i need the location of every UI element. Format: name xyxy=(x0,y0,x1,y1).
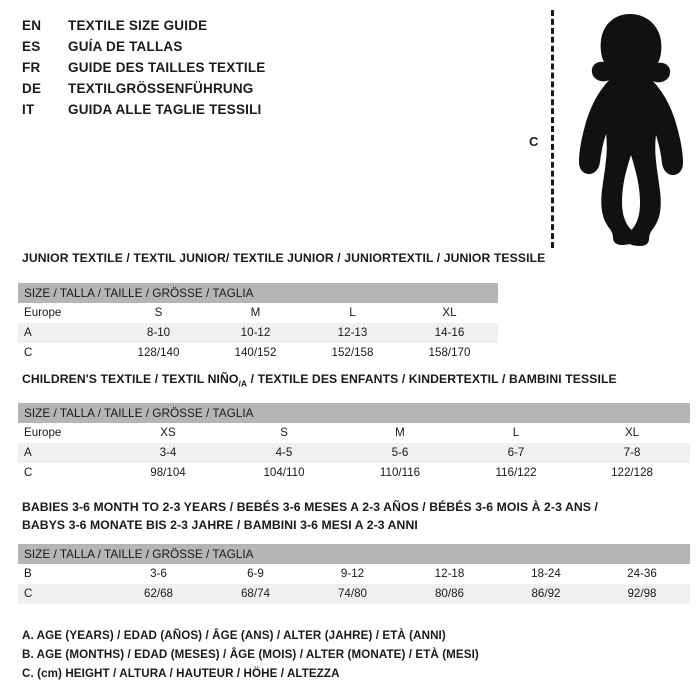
babies-row-b-label: B xyxy=(18,564,110,584)
children-a-m: 5-6 xyxy=(342,443,458,463)
junior-europe-s: S xyxy=(110,303,207,323)
junior-row-europe: Europe S M L XL xyxy=(18,303,499,323)
children-row-c-label: C xyxy=(18,463,110,483)
junior-row-europe-label: Europe xyxy=(18,303,110,323)
toddler-silhouette xyxy=(579,14,683,246)
language-code-de: DE xyxy=(22,81,42,96)
language-title-es: GUÍA DE TALLAS xyxy=(68,39,183,54)
height-measurement-figure: C xyxy=(505,6,700,251)
language-title-it: GUIDA ALLE TAGLIE TESSILI xyxy=(68,102,262,117)
babies-c-6-9: 68/74 xyxy=(207,584,304,604)
language-code-en: EN xyxy=(22,18,42,33)
children-c-m: 110/116 xyxy=(342,463,458,483)
babies-b-3-6: 3-6 xyxy=(110,564,207,584)
babies-section-title-line1: BABIES 3-6 MONTH TO 2-3 YEARS / BEBÉS 3-… xyxy=(22,500,598,514)
children-row-c: C 98/104 104/110 110/116 116/122 122/128 xyxy=(18,463,691,483)
children-band-header-row: SIZE / TALLA / TAILLE / GRÖSSE / TAGLIA xyxy=(18,403,691,423)
junior-c-s: 128/140 xyxy=(110,343,207,363)
legend-line-b: B. AGE (MONTHS) / EDAD (MESES) / ÂGE (MO… xyxy=(22,648,479,661)
children-row-a-label: A xyxy=(18,443,110,463)
children-title-post: / TEXTILE DES ENFANTS / KINDERTEXTIL / B… xyxy=(247,372,617,386)
children-c-s: 104/110 xyxy=(226,463,342,483)
babies-band-header: SIZE / TALLA / TAILLE / GRÖSSE / TAGLIA xyxy=(18,544,690,564)
height-measure-label: C xyxy=(529,134,539,149)
children-title-sub: /A xyxy=(238,378,248,389)
children-row-a: A 3-4 4-5 5-6 6-7 7-8 xyxy=(18,443,691,463)
children-a-xl: 7-8 xyxy=(574,443,691,463)
junior-band-header-row: SIZE / TALLA / TAILLE / GRÖSSE / TAGLIA xyxy=(18,283,499,303)
language-code-es: ES xyxy=(22,39,41,54)
babies-c-18-24: 86/92 xyxy=(498,584,594,604)
babies-c-12-18: 80/86 xyxy=(401,584,498,604)
babies-b-12-18: 12-18 xyxy=(401,564,498,584)
language-title-en: TEXTILE SIZE GUIDE xyxy=(68,18,208,33)
language-code-it: IT xyxy=(22,102,35,117)
children-row-europe-label: Europe xyxy=(18,423,110,443)
language-row-it: IT GUIDA ALLE TAGLIE TESSILI xyxy=(22,102,482,123)
junior-c-l: 152/158 xyxy=(304,343,401,363)
junior-row-a-label: A xyxy=(18,323,110,343)
legend-line-a: A. AGE (YEARS) / EDAD (AÑOS) / ÂGE (ANS)… xyxy=(22,629,446,642)
junior-a-xl: 14-16 xyxy=(401,323,499,343)
language-title-fr: GUIDE DES TAILLES TEXTILE xyxy=(68,60,266,75)
children-c-l: 116/122 xyxy=(458,463,574,483)
babies-b-24-36: 24-36 xyxy=(594,564,690,584)
junior-band-header: SIZE / TALLA / TAILLE / GRÖSSE / TAGLIA xyxy=(18,283,499,303)
measurement-legend: A. AGE (YEARS) / EDAD (AÑOS) / ÂGE (ANS)… xyxy=(22,626,642,683)
babies-section-title-line2: BABYS 3-6 MONATE BIS 2-3 JAHRE / BAMBINI… xyxy=(22,518,418,532)
babies-row-c-label: C xyxy=(18,584,110,604)
junior-size-table: SIZE / TALLA / TAILLE / GRÖSSE / TAGLIA … xyxy=(18,283,499,363)
children-title-pre: CHILDREN'S TEXTILE / TEXTIL NIÑO xyxy=(22,372,239,386)
junior-a-m: 10-12 xyxy=(207,323,304,343)
babies-row-c: C 62/68 68/74 74/80 80/86 86/92 92/98 xyxy=(18,584,690,604)
children-a-s: 4-5 xyxy=(226,443,342,463)
children-row-europe: Europe XS S M L XL xyxy=(18,423,691,443)
babies-row-b: B 3-6 6-9 9-12 12-18 18-24 24-36 xyxy=(18,564,690,584)
children-europe-m: M xyxy=(342,423,458,443)
babies-b-9-12: 9-12 xyxy=(304,564,401,584)
children-band-header: SIZE / TALLA / TAILLE / GRÖSSE / TAGLIA xyxy=(18,403,691,423)
children-a-xs: 3-4 xyxy=(110,443,226,463)
junior-europe-m: M xyxy=(207,303,304,323)
language-row-en: EN TEXTILE SIZE GUIDE xyxy=(22,18,482,39)
junior-row-c: C 128/140 140/152 152/158 158/170 xyxy=(18,343,499,363)
junior-c-xl: 158/170 xyxy=(401,343,499,363)
children-c-xs: 98/104 xyxy=(110,463,226,483)
junior-row-c-label: C xyxy=(18,343,110,363)
legend-line-c: C. (cm) HEIGHT / ALTURA / HAUTEUR / HÖHE… xyxy=(22,667,340,680)
babies-b-6-9: 6-9 xyxy=(207,564,304,584)
babies-b-18-24: 18-24 xyxy=(498,564,594,584)
children-europe-xl: XL xyxy=(574,423,691,443)
children-section-title: CHILDREN'S TEXTILE / TEXTIL NIÑO/A / TEX… xyxy=(22,372,617,388)
junior-c-m: 140/152 xyxy=(207,343,304,363)
junior-row-a: A 8-10 10-12 12-13 14-16 xyxy=(18,323,499,343)
babies-c-3-6: 62/68 xyxy=(110,584,207,604)
language-row-fr: FR GUIDE DES TAILLES TEXTILE xyxy=(22,60,482,81)
babies-band-header-row: SIZE / TALLA / TAILLE / GRÖSSE / TAGLIA xyxy=(18,544,690,564)
language-title-list: EN TEXTILE SIZE GUIDE ES GUÍA DE TALLAS … xyxy=(22,18,482,123)
junior-europe-xl: XL xyxy=(401,303,499,323)
junior-a-l: 12-13 xyxy=(304,323,401,343)
children-c-xl: 122/128 xyxy=(574,463,691,483)
children-europe-l: L xyxy=(458,423,574,443)
children-europe-xs: XS xyxy=(110,423,226,443)
babies-c-9-12: 74/80 xyxy=(304,584,401,604)
children-a-l: 6-7 xyxy=(458,443,574,463)
babies-size-table: SIZE / TALLA / TAILLE / GRÖSSE / TAGLIA … xyxy=(18,544,690,604)
junior-a-s: 8-10 xyxy=(110,323,207,343)
language-row-de: DE TEXTILGRÖSSENFÜHRUNG xyxy=(22,81,482,102)
babies-c-24-36: 92/98 xyxy=(594,584,690,604)
junior-europe-l: L xyxy=(304,303,401,323)
language-row-es: ES GUÍA DE TALLAS xyxy=(22,39,482,60)
language-title-de: TEXTILGRÖSSENFÜHRUNG xyxy=(68,81,254,96)
children-size-table: SIZE / TALLA / TAILLE / GRÖSSE / TAGLIA … xyxy=(18,403,691,483)
language-code-fr: FR xyxy=(22,60,41,75)
height-dashed-line xyxy=(551,10,554,248)
junior-section-title: JUNIOR TEXTILE / TEXTIL JUNIOR/ TEXTILE … xyxy=(22,251,546,265)
children-europe-s: S xyxy=(226,423,342,443)
